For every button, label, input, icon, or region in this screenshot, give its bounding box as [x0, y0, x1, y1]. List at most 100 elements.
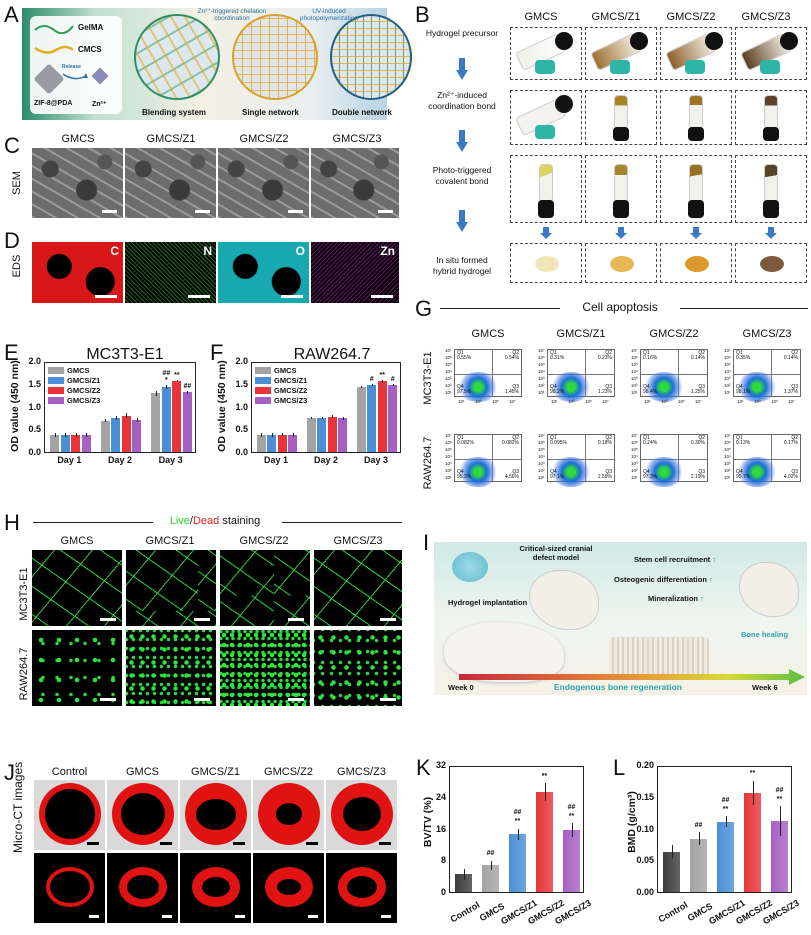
q1-value: Q1 0.35% [736, 350, 751, 362]
g-col-z1: GMCS/Z1 [556, 328, 606, 340]
b-hydrogel-z2 [660, 243, 732, 283]
cmcs-label: CMCS [78, 45, 102, 54]
error-bar [671, 845, 673, 859]
q2-value: Q2 0.54% [504, 350, 519, 362]
legend-swatch [255, 376, 271, 384]
quadrant-vline [770, 435, 772, 481]
y-axis-tick: 10⁴ [631, 369, 638, 374]
b-hydrogel-z3 [735, 243, 807, 283]
scale-bar [233, 842, 245, 845]
quadrant-vline [584, 350, 586, 396]
y-axis-tick: 10⁶ [724, 355, 731, 360]
b-vial-z2-coordination [660, 90, 732, 145]
panel-i-schematic: Hydrogel implantation Critical-sized cra… [434, 542, 807, 695]
g-title-rule-right [680, 308, 808, 309]
y-axis-tick: 10² [724, 468, 731, 473]
legend-swatch [48, 386, 64, 394]
error-bar [371, 383, 373, 387]
h-title-rule-left [33, 522, 153, 523]
h-row-mc3t3: MC3T3-E1 [18, 567, 30, 621]
bar [161, 386, 171, 452]
legend-item: GMCS [48, 365, 100, 375]
sem-image-z3 [310, 147, 400, 219]
b-vial-z3-precursor [735, 27, 807, 80]
legend-item: GMCS/Z3 [255, 395, 307, 405]
x-axis-tick: 10¹ [737, 399, 744, 404]
week-0-label: Week 0 [448, 683, 474, 692]
hydrogel-disc-icon [452, 552, 488, 582]
legend-swatch [255, 366, 271, 374]
b-col-z2: GMCS/Z2 [666, 11, 716, 23]
error-bar [361, 385, 363, 389]
b-vial-z2-covalent [660, 155, 732, 223]
defect-void [275, 803, 302, 825]
microct-col-label: GMCS [126, 766, 159, 778]
error-bar [463, 868, 465, 880]
x-axis-tick: 10⁷ [509, 399, 516, 404]
y-axis-tick: 10¹ [724, 475, 731, 480]
g-col-z2: GMCS/Z2 [649, 328, 699, 340]
bar [100, 420, 110, 452]
y-axis-tick: 10⁴ [724, 454, 731, 459]
panel-letter-e: E [4, 340, 19, 365]
error-bar [332, 414, 334, 419]
bar [71, 435, 81, 452]
legend-label: GMCS/Z3 [67, 395, 101, 405]
live-dead-mc3t3-z3 [314, 550, 402, 626]
quadrant-vline [677, 435, 679, 481]
eds-map-oxygen: O [217, 241, 310, 304]
scale-bar [162, 915, 172, 918]
y-axis-tick: 10² [724, 383, 731, 388]
y-axis-tick: 10⁵ [445, 362, 452, 367]
y-axis-tick: 10⁵ [538, 362, 545, 367]
y-axis-tick: 10⁵ [538, 447, 545, 452]
g-title: Cell apoptosis [582, 300, 658, 314]
bar [388, 385, 398, 452]
legend-label: GMCS/Z1 [67, 375, 101, 385]
eds-map-zinc: Zn [310, 241, 400, 304]
panel-letter-d: D [4, 228, 20, 253]
legend-label: GMCS/Z2 [67, 385, 101, 395]
q3-value: Q3 1.45% [504, 383, 519, 395]
timeline-label: Endogenous bone regeneration [554, 682, 682, 692]
y-axis-tick: 10² [445, 468, 452, 473]
q1-value: Q1 0.13% [736, 435, 751, 447]
y-axis-tick: 10¹ [631, 390, 638, 395]
b-vial-gmcs-covalent [510, 155, 582, 223]
significance-marker: ** [749, 770, 756, 778]
b-col-z3: GMCS/Z3 [741, 11, 791, 23]
legend-swatch [255, 386, 271, 394]
y-axis-tick: 10⁶ [631, 440, 638, 445]
quadrant-vline [770, 350, 772, 396]
bar [60, 434, 70, 452]
microct-col-label: GMCS/Z3 [337, 766, 386, 778]
error-bar [544, 783, 546, 801]
live-dead-raw264-z2 [220, 630, 310, 706]
b-small-down-arrow-icon [615, 227, 627, 239]
blending-system-circle [134, 14, 220, 100]
x-axis-tick: 10³ [568, 399, 575, 404]
scale-bar [87, 842, 99, 845]
q4-value: Q4 95.7% [736, 468, 751, 480]
b-vial-gmcs-precursor [510, 27, 582, 80]
microct-top-view [326, 780, 397, 850]
y-axis-tick: 10⁷ [445, 433, 452, 438]
flow-plot: Q1 0.082% Q2 0.082% Q3 4.56% Q4 95.3% [454, 434, 522, 487]
bar [277, 434, 287, 452]
bar [172, 381, 182, 452]
chart-legend: GMCS GMCS/Z1 GMCS/Z2 GMCS/Z3 [255, 365, 307, 405]
b-down-arrow-icon [456, 130, 468, 152]
microct-3d-view [253, 853, 324, 923]
flow-plot: Q1 0.35% Q2 0.14% Q3 1.37% Q4 98.1% [733, 349, 801, 402]
q2-value: Q2 0.17% [783, 435, 798, 447]
b-row4-label: In situ formed hybrid hydrogel [432, 255, 492, 277]
y-axis-tick: 10⁶ [445, 440, 452, 445]
significance-marker: ## ** [567, 803, 576, 820]
microct-3d-view [326, 853, 397, 923]
c-col-z1: GMCS/Z1 [146, 133, 196, 145]
rat-icon [444, 622, 564, 682]
y-axis-tick: 10³ [538, 376, 545, 381]
legend-item: GMCS/Z1 [255, 375, 307, 385]
q2-value: Q2 0.18% [597, 435, 612, 447]
double-network-label: Double network [332, 108, 393, 117]
